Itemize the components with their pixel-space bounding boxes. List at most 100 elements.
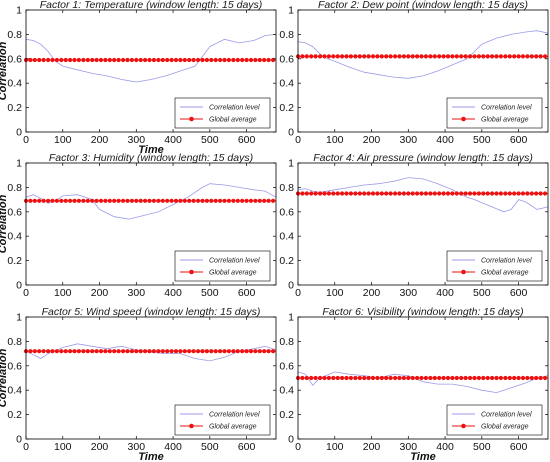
- chart-5-global-average-point: [129, 349, 134, 354]
- chart-6-global-average-point: [362, 375, 367, 381]
- chart-1-global-average-point: [169, 57, 174, 63]
- chart-6-global-average-point: [406, 375, 411, 381]
- chart-1-global-average-point: [28, 57, 33, 63]
- chart-2-global-average-point: [388, 54, 393, 59]
- chart-2-global-average-point: [357, 54, 362, 59]
- chart-5-global-average-point: [235, 349, 240, 354]
- chart-4-global-average-point: [512, 191, 517, 196]
- chart-1-global-average-point: [231, 57, 236, 63]
- chart-2-legend-label-average: Global average: [481, 117, 529, 124]
- chart-6-y-tick-label: 0.6: [279, 360, 294, 372]
- chart-4-correlation-level-line: [297, 177, 549, 213]
- chart-5-title: Factor 5: Wind speed (window length: 15 …: [42, 306, 261, 318]
- chart-3-global-average-point: [90, 198, 95, 203]
- chart-1-axes-box: [25, 9, 277, 133]
- chart-4-global-average-point: [525, 191, 530, 196]
- chart-1-x-axis-label: Time: [138, 144, 163, 156]
- chart-6-global-average-point: [348, 375, 353, 381]
- chart-4-global-average-point: [362, 191, 367, 196]
- chart-5-x-tick-label: 500: [201, 441, 219, 453]
- chart-6-global-average-point: [494, 375, 499, 381]
- chart-5-y-tick-label: 0.8: [7, 336, 22, 348]
- chart-2-global-average-point: [393, 54, 398, 59]
- chart-2-global-average-point: [335, 54, 340, 59]
- chart-6-global-average-point: [331, 375, 336, 381]
- chart-2-global-average-point: [362, 54, 367, 59]
- chart-1-global-average-point: [187, 57, 192, 63]
- chart-1-global-average-point: [50, 57, 55, 63]
- chart-3-global-average-point: [112, 198, 117, 203]
- chart-6-global-average-point: [463, 375, 468, 381]
- chart-1-global-average-point: [81, 57, 86, 63]
- chart-6-global-average-point: [370, 375, 376, 381]
- chart-6-global-average-point: [534, 375, 539, 381]
- chart-panel-2: Factor 2: Dew point (window length: 15 d…: [279, 0, 549, 146]
- chart-6-global-average-point: [512, 375, 517, 381]
- chart-6-global-average-point: [410, 375, 415, 381]
- chart-1-legend: Correlation level Global average: [174, 97, 271, 129]
- chart-5-x-tick-label: 300: [128, 441, 146, 453]
- chart-3-y-axis-label: Correlation: [0, 194, 9, 253]
- chart-1-global-average-point: [143, 57, 148, 63]
- chart-3-global-average-point: [165, 198, 170, 203]
- chart-2-global-average-point: [370, 54, 376, 59]
- chart-6-axes-box: [297, 316, 549, 440]
- chart-3-global-average-point: [231, 198, 236, 203]
- chart-2-global-average-point: [366, 54, 371, 59]
- chart-5-global-average-point: [266, 349, 271, 354]
- chart-5-global-average-point: [200, 349, 205, 354]
- chart-2-y-tick-label: 1: [288, 5, 294, 17]
- chart-6-x-tick-label: 0: [295, 441, 301, 453]
- chart-2-global-average-point: [437, 54, 442, 59]
- chart-1-x-tick-label: 300: [128, 134, 146, 146]
- chart-4-global-average-point: [494, 191, 499, 196]
- chart-6-global-average-point: [468, 375, 473, 381]
- chart-1-global-average-point: [204, 57, 209, 63]
- chart-2-global-average-point: [313, 54, 318, 59]
- chart-5-axes-box: [25, 316, 277, 440]
- chart-4-y-tick-label: 0.8: [279, 182, 294, 194]
- chart-3-global-average-point: [98, 198, 104, 203]
- chart-6-global-average-point: [304, 375, 309, 381]
- chart-5-global-average-point: [121, 349, 126, 354]
- chart-6-global-average-point: [516, 375, 521, 381]
- chart-6-global-average-point: [423, 375, 428, 381]
- chart-6-global-average-point: [313, 375, 318, 381]
- chart-1-title: Factor 1: Temperature (window length: 15…: [40, 0, 263, 11]
- chart-3-global-average-point: [196, 198, 201, 203]
- chart-5-legend: Correlation level Global average: [174, 404, 271, 436]
- chart-2-x-tick-label: 600: [510, 134, 528, 146]
- chart-4-global-average-point: [498, 191, 503, 196]
- chart-1-global-average-point: [222, 57, 227, 63]
- chart-5-global-average-point: [112, 349, 117, 354]
- chart-4-global-average-point: [516, 191, 521, 196]
- chart-2-global-average-point: [481, 54, 486, 59]
- chart-4-y-tick-label: 1: [288, 158, 294, 170]
- chart-2-global-average-point: [401, 54, 406, 59]
- chart-6-global-average-point: [445, 375, 451, 381]
- chart-6-global-average-point: [375, 375, 380, 381]
- chart-1-global-average-point: [116, 57, 121, 63]
- chart-4-global-average-point: [388, 191, 393, 196]
- chart-2-global-average-point: [410, 54, 415, 59]
- chart-4-global-average-point: [322, 191, 327, 196]
- chart-3-global-average-point: [129, 198, 134, 203]
- chart-6-global-average-point: [481, 375, 486, 381]
- chart-1-global-average-point: [266, 57, 271, 63]
- chart-1-global-average-point: [147, 57, 152, 63]
- chart-6-y-tick-label: 0.4: [279, 385, 294, 397]
- chart-4-global-average-point: [472, 191, 477, 196]
- chart-1-y-tick-label: 0: [16, 127, 22, 139]
- chart-1-global-average-point: [32, 57, 37, 63]
- chart-4-x-tick-label: 500: [473, 287, 491, 299]
- chart-4-global-average-point: [406, 191, 411, 196]
- chart-1-global-average-point: [248, 57, 254, 63]
- chart-6-global-average-point: [437, 375, 442, 381]
- chart-2-legend: Correlation level Global average: [446, 97, 543, 129]
- chart-3-global-average-point: [213, 198, 218, 203]
- chart-3-global-average-point: [37, 198, 42, 203]
- chart-3-x-tick-label: 300: [128, 287, 146, 299]
- chart-3-y-tick-label: 0.8: [7, 182, 22, 194]
- chart-3-global-average-point: [138, 198, 143, 203]
